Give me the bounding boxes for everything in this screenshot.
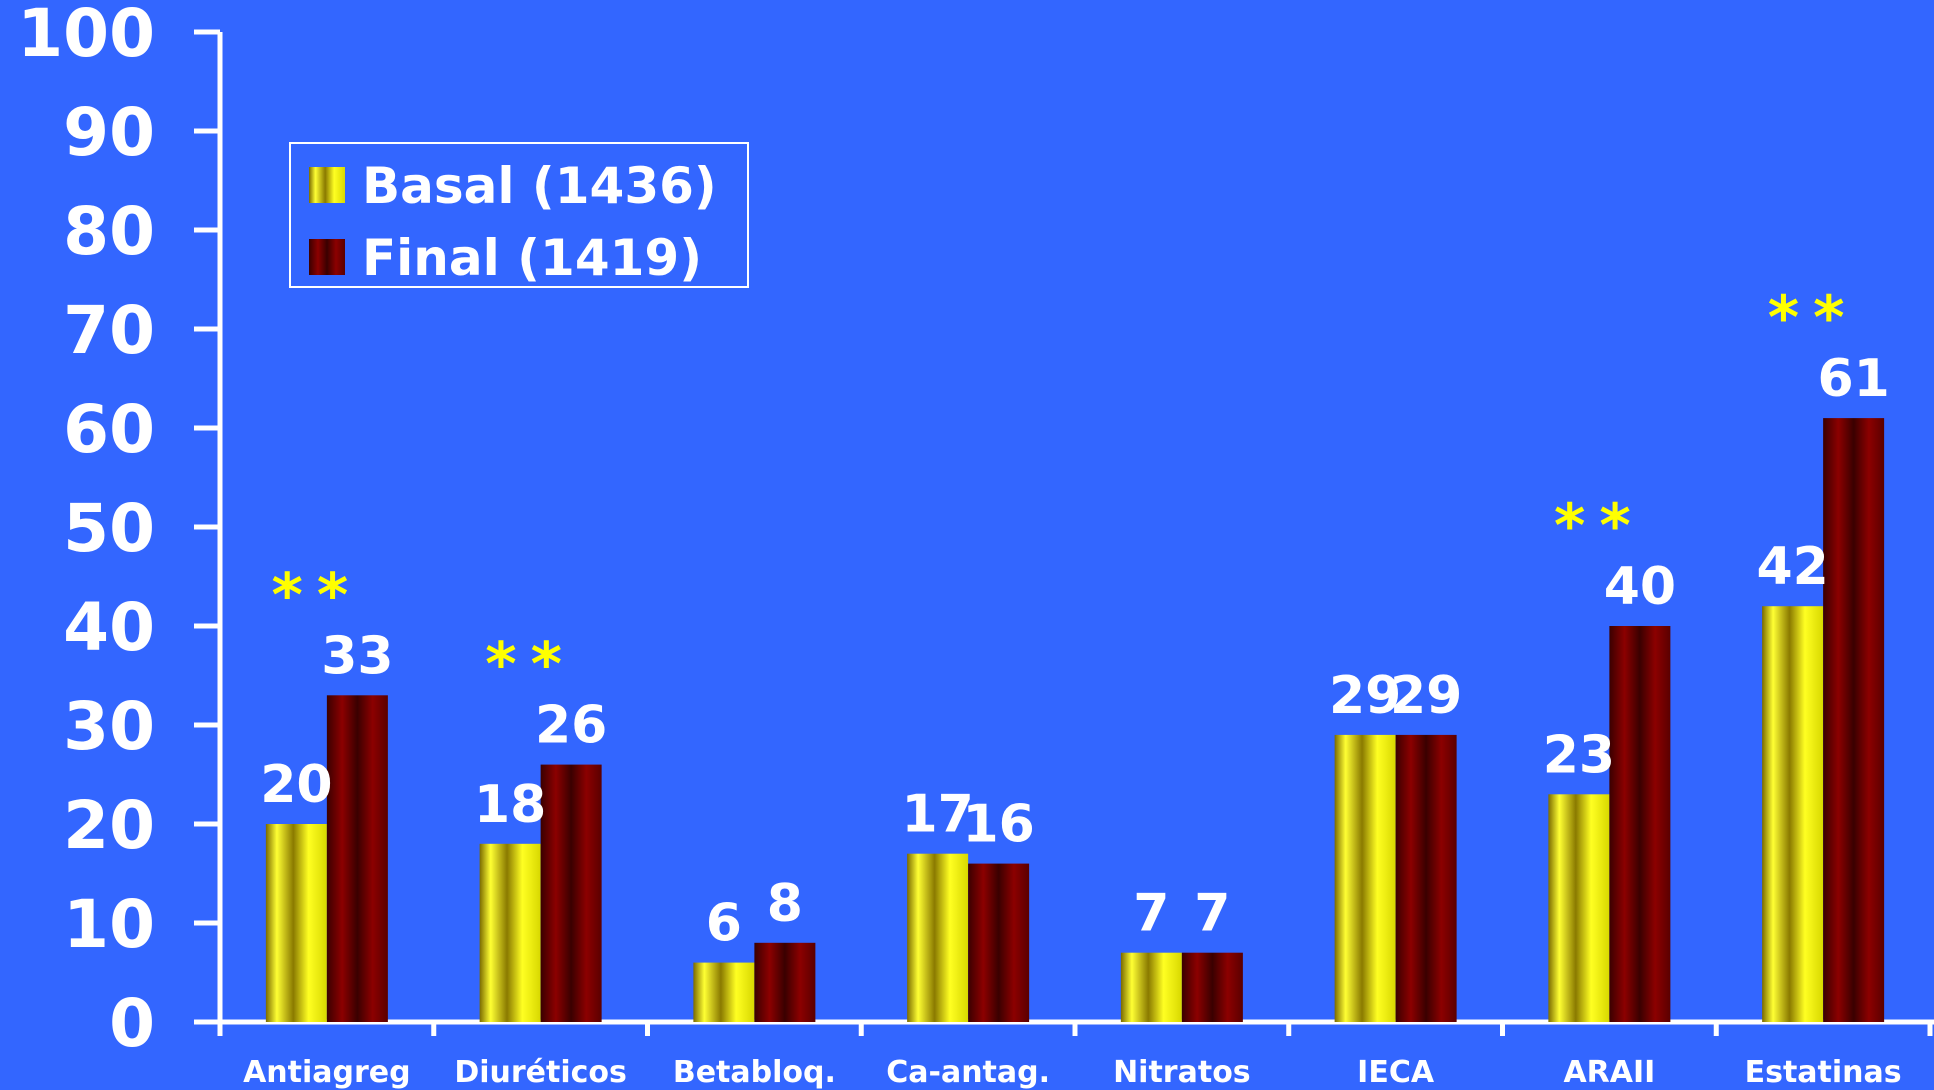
data-label-basal: 6 (706, 894, 742, 954)
significance-mark: ** (271, 560, 362, 630)
bar-final (326, 695, 388, 1022)
x-tick-label: Estatinas (1745, 1055, 1902, 1090)
bar-basal (265, 824, 327, 1022)
data-label-final: 40 (1604, 557, 1676, 617)
legend-box (289, 142, 749, 288)
x-tick-label: Diuréticos (454, 1055, 627, 1090)
data-label-basal: 18 (474, 775, 546, 835)
significance-marks: ** ** ** ** (271, 283, 1859, 700)
legend-swatch-basal (309, 167, 345, 203)
y-tick-label: 30 (63, 688, 155, 765)
x-tick-label: Ca-antag. (886, 1055, 1050, 1090)
data-label-final: 29 (1390, 666, 1462, 726)
bar-final (1395, 734, 1457, 1022)
data-label-final: 7 (1194, 884, 1230, 944)
bar-final (540, 764, 602, 1022)
significance-mark: ** (1768, 283, 1859, 353)
bar-final (1181, 952, 1243, 1022)
data-label-final: 26 (535, 696, 607, 756)
bar-basal (479, 843, 541, 1022)
x-axis-ticks: Antiagreg Diuréticos Betabloq. Ca-antag. Nit… (217, 1022, 1933, 1090)
data-label-final: 8 (767, 874, 803, 934)
bar-basal (1334, 734, 1396, 1022)
legend: Basal (1436) Final (1419) (289, 142, 749, 288)
bar-basal (907, 853, 969, 1022)
y-tick-label: 20 (63, 787, 155, 864)
data-label-basal: 29 (1329, 666, 1401, 726)
legend-swatch-final (309, 239, 345, 275)
x-tick-label: Nitratos (1113, 1055, 1251, 1090)
bar-basal (1548, 794, 1610, 1022)
x-tick-label: Betabloq. (673, 1055, 836, 1090)
data-label-final: 33 (321, 626, 393, 686)
y-axis-ticks: 0 10 20 30 40 50 60 70 80 90 100 (17, 0, 220, 1062)
y-tick-label: 10 (63, 886, 155, 963)
significance-mark: ** (485, 630, 576, 700)
y-tick-label: 80 (63, 193, 155, 270)
bar-basal (693, 962, 755, 1022)
y-tick-label: 100 (17, 0, 155, 72)
data-label-basal: 17 (901, 785, 973, 845)
bar-final (968, 863, 1030, 1022)
data-label-basal: 42 (1756, 537, 1828, 597)
x-tick-label: Antiagreg (243, 1055, 411, 1090)
x-tick-label: IECA (1357, 1055, 1435, 1090)
data-label-final: 61 (1817, 349, 1889, 409)
y-tick-label: 0 (109, 985, 155, 1062)
bar-basal (1120, 952, 1182, 1022)
bars (265, 418, 1885, 1023)
y-tick-label: 60 (63, 391, 155, 468)
legend-label-final: Final (1419) (362, 229, 702, 287)
data-label-basal: 23 (1543, 725, 1615, 785)
data-label-basal: 20 (260, 755, 332, 815)
significance-mark: ** (1554, 491, 1645, 561)
y-tick-label: 90 (63, 94, 155, 171)
legend-label-basal: Basal (1436) (362, 157, 717, 215)
y-tick-label: 70 (63, 292, 155, 369)
bar-final (754, 942, 816, 1022)
y-tick-label: 50 (63, 490, 155, 567)
y-tick-label: 40 (63, 589, 155, 666)
bar-final (1609, 626, 1671, 1022)
data-label-basal: 7 (1133, 884, 1169, 944)
data-label-final: 16 (962, 795, 1034, 855)
bar-final (1823, 418, 1885, 1023)
x-tick-label: ARAII (1563, 1055, 1655, 1090)
bar-basal (1762, 606, 1824, 1022)
